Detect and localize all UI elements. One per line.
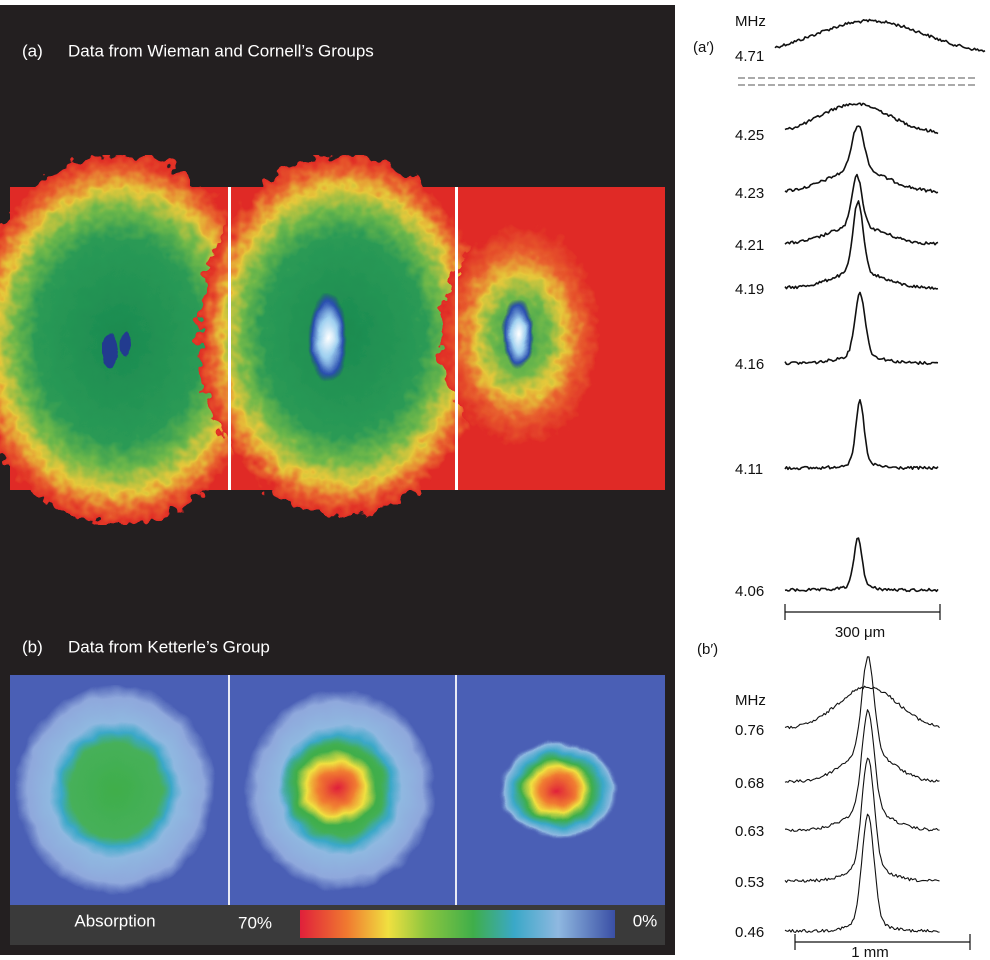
frequency-label: 0.76 xyxy=(735,722,764,739)
panel-title: Data from Wieman and Cornell’s Groups xyxy=(68,41,374,60)
spectrum-trace xyxy=(785,201,938,289)
frequency-label: 0.46 xyxy=(735,924,764,941)
spectrum-trace xyxy=(785,292,938,364)
scale-bar xyxy=(785,604,940,620)
panel-label: (a′) xyxy=(693,39,714,56)
frequency-label: 4.11 xyxy=(735,461,763,478)
colorbar-min: 0% xyxy=(633,911,658,930)
spectrum-trace xyxy=(785,175,938,245)
spectrum-trace xyxy=(785,657,940,783)
frequency-label: 4.21 xyxy=(735,237,764,254)
colorbar-label: Absorption xyxy=(74,911,155,930)
frequency-label: 4.16 xyxy=(735,356,764,373)
spectrum-trace xyxy=(785,814,940,932)
image-row-a xyxy=(0,155,665,525)
figure: (a) Data from Wieman and Cornell’s Group… xyxy=(0,0,990,960)
frequency-label: 4.23 xyxy=(735,185,764,202)
frequency-label: 0.68 xyxy=(735,775,764,792)
frequency-label: 4.71 xyxy=(735,48,764,65)
frequency-label: 4.19 xyxy=(735,281,764,298)
spectrum-trace xyxy=(785,710,940,832)
spectrum-trace xyxy=(785,400,938,470)
colorbar-max: 70% xyxy=(238,913,272,932)
spectrum-trace xyxy=(775,20,985,52)
scale-label: 300 μm xyxy=(835,624,885,641)
scale-label: 1 mm xyxy=(851,944,889,960)
panel-label: (a) xyxy=(22,41,43,60)
unit-label: MHz xyxy=(735,692,766,709)
panel-title: Data from Ketterle’s Group xyxy=(68,637,270,656)
frequency-label: 0.53 xyxy=(735,874,764,891)
spectrum-trace xyxy=(785,538,938,591)
unit-label: MHz xyxy=(735,13,766,30)
frequency-label: 4.06 xyxy=(735,583,764,600)
frequency-label: 4.25 xyxy=(735,127,764,144)
frequency-label: 0.63 xyxy=(735,823,764,840)
panel-label: (b) xyxy=(22,637,43,656)
spectrum-trace xyxy=(785,126,938,193)
image-row-b xyxy=(10,675,665,945)
panel-label: (b′) xyxy=(697,641,718,658)
